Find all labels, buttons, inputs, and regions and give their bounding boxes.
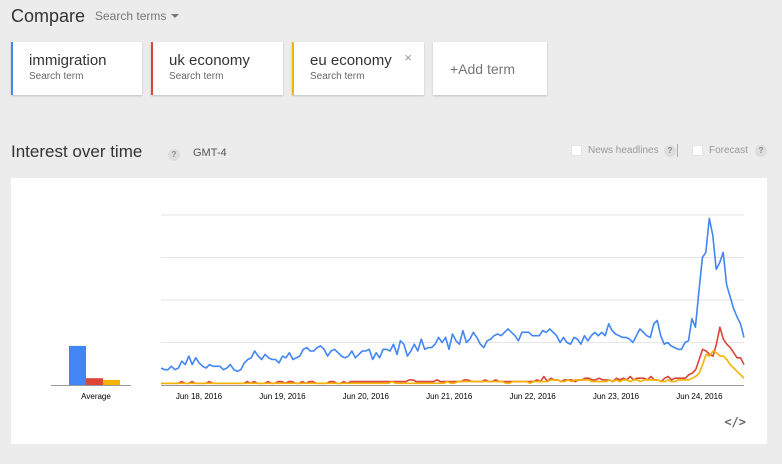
term-label: uk economy — [169, 52, 250, 69]
x-tick-label: Jun 23, 2016 — [593, 392, 640, 401]
term-label: eu economy — [310, 52, 392, 69]
forecast-label: Forecast — [709, 145, 748, 156]
divider — [677, 144, 678, 157]
caret-down-icon — [171, 14, 180, 18]
term-card-immigration[interactable]: immigration Search term — [11, 42, 142, 95]
x-tick-label: Jun 21, 2016 — [426, 392, 473, 401]
help-icon[interactable]: ? — [168, 149, 180, 161]
term-sublabel: Search term — [310, 71, 365, 82]
term-card-eu-economy[interactable]: eu economy Search term × — [292, 42, 424, 95]
section-title: Interest over time — [11, 142, 143, 161]
page-title: Compare — [11, 6, 86, 26]
forecast-checkbox[interactable] — [692, 145, 703, 156]
x-tick-label: Jun 22, 2016 — [509, 392, 556, 401]
remove-term-icon[interactable]: × — [404, 50, 412, 65]
news-headlines-label: News headlines — [588, 145, 659, 156]
term-sublabel: Search term — [169, 71, 224, 82]
average-bar-uk-economy — [86, 378, 103, 385]
add-term-button[interactable]: +Add term — [433, 42, 547, 95]
series-line-eu-economy — [161, 350, 745, 385]
x-tick-label: Jun 20, 2016 — [343, 392, 390, 401]
interest-chart: Average Jun 18, 2016 Jun 19, 2016 Jun 20, 2… — [51, 214, 745, 401]
news-help-icon[interactable]: ? — [664, 145, 676, 157]
x-tick-label: Jun 24, 2016 — [676, 392, 723, 401]
search-terms-label: Search terms — [95, 9, 167, 23]
series-line-immigration — [160, 217, 745, 373]
x-tick-label: Jun 18, 2016 — [176, 392, 223, 401]
add-term-label: +Add term — [450, 61, 515, 77]
timezone-label: GMT-4 — [193, 147, 227, 159]
chart-panel: Average Jun 18, 2016 Jun 19, 2016 Jun 20, 2… — [11, 178, 767, 444]
average-bar-eu-economy — [103, 379, 120, 385]
embed-code-icon[interactable]: </> — [724, 415, 746, 429]
term-sublabel: Search term — [29, 71, 84, 82]
term-label: immigration — [29, 52, 107, 69]
news-headlines-checkbox[interactable] — [571, 145, 582, 156]
average-bar-immigration — [69, 345, 86, 385]
search-terms-dropdown[interactable]: Search terms — [95, 9, 180, 23]
term-card-uk-economy[interactable]: uk economy Search term — [151, 42, 283, 95]
x-tick-label: Jun 19, 2016 — [259, 392, 306, 401]
forecast-help-icon[interactable]: ? — [755, 145, 767, 157]
average-label: Average — [81, 392, 111, 401]
